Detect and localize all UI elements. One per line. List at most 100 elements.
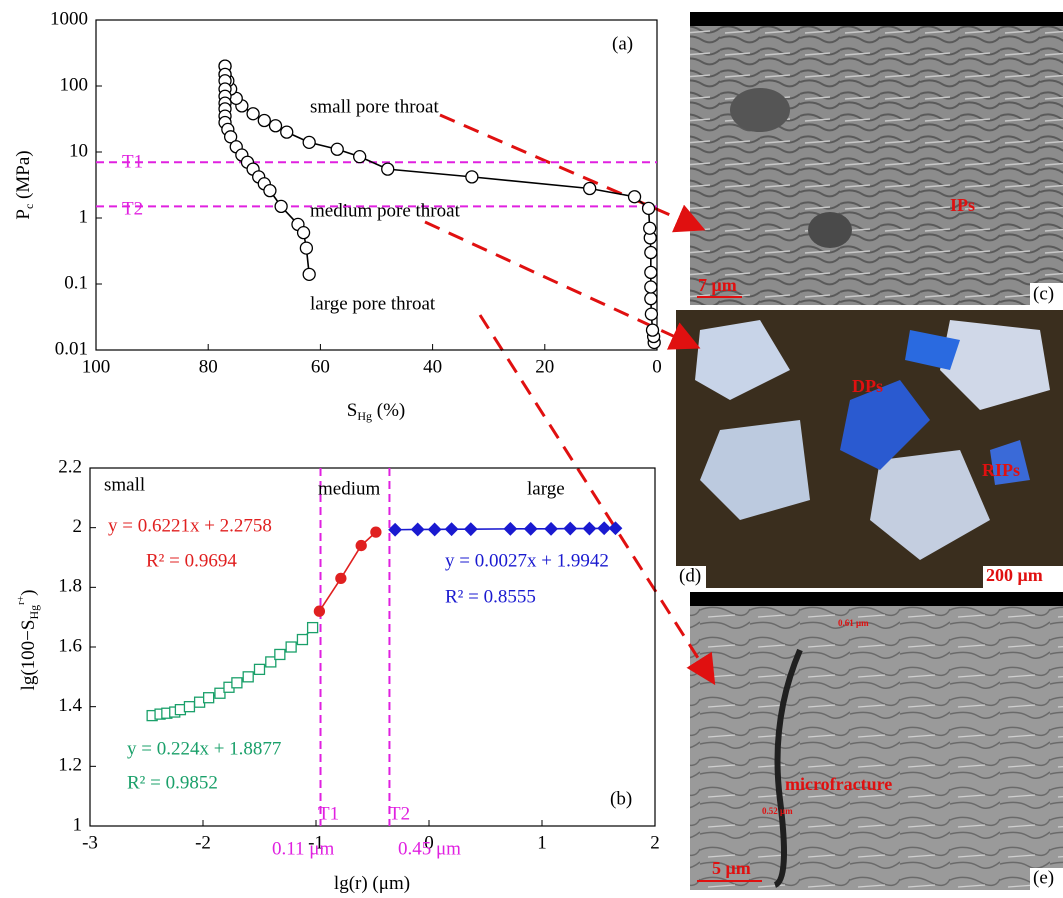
label-part: Hg xyxy=(27,605,41,620)
x-tick-label: -3 xyxy=(82,832,98,853)
point xyxy=(286,642,296,652)
x-tick-label: 1 xyxy=(537,832,547,853)
point xyxy=(647,324,659,336)
annotation: R² = 0.9694 xyxy=(146,550,237,571)
point xyxy=(644,222,656,234)
threshold-value: 0.45 μm xyxy=(398,838,461,859)
threshold-label: T1 xyxy=(318,803,339,824)
point xyxy=(525,523,537,535)
point xyxy=(645,247,657,259)
annotation: large pore throat xyxy=(310,293,436,314)
point xyxy=(331,143,343,155)
point xyxy=(303,136,315,148)
point xyxy=(389,524,401,536)
point xyxy=(243,672,253,682)
label-part: Hg xyxy=(357,409,372,423)
label-part: P xyxy=(13,209,34,220)
point xyxy=(429,523,441,535)
label-part: lg(100−S xyxy=(18,620,39,691)
axis-label: Pc (MPa) xyxy=(13,150,35,219)
point xyxy=(281,126,293,138)
point xyxy=(645,266,657,278)
annotation: y = 0.6221x + 2.2758 xyxy=(108,515,272,536)
point xyxy=(465,523,477,535)
y-tick-label: 1.8 xyxy=(58,576,82,597)
annotation: y = 0.0027x + 1.9942 xyxy=(445,550,609,571)
y-tick-label: 1.4 xyxy=(58,695,82,716)
label-part: (MPa) xyxy=(13,150,34,203)
annotation: y = 0.224x + 1.8877 xyxy=(127,738,281,759)
point xyxy=(466,171,478,183)
y-tick-label: 0.1 xyxy=(64,272,88,293)
feature-label: microfracture xyxy=(785,774,892,794)
x-tick-label: -2 xyxy=(195,832,211,853)
point xyxy=(275,649,285,659)
annotation: large xyxy=(527,478,565,499)
threshold-value: 0.11 μm xyxy=(272,838,334,859)
scale-label: 200 μm xyxy=(986,565,1043,585)
point xyxy=(300,242,312,254)
pore xyxy=(730,88,790,132)
axis-label: SHg (%) xyxy=(347,400,405,422)
annotation: R² = 0.8555 xyxy=(445,586,536,607)
feature-label: 0.61 μm xyxy=(838,618,869,628)
point xyxy=(255,664,265,674)
point xyxy=(336,573,346,583)
point xyxy=(584,182,596,194)
y-tick-label: 1 xyxy=(73,814,83,835)
panel-letter: (d) xyxy=(679,565,701,586)
point xyxy=(314,606,324,616)
point xyxy=(598,522,610,534)
label-part: ) xyxy=(18,590,39,596)
annotation: small xyxy=(104,474,145,495)
point xyxy=(629,191,641,203)
x-tick-label: 100 xyxy=(82,356,111,377)
label-part: lg(r) (μm) xyxy=(334,873,410,894)
point xyxy=(270,120,282,132)
point xyxy=(645,293,657,305)
point xyxy=(412,523,424,535)
y-tick-label: 1 xyxy=(79,206,89,227)
feature-label: IPs xyxy=(950,195,975,215)
annotation: R² = 0.9852 xyxy=(127,772,218,793)
point xyxy=(275,200,287,212)
x-tick-label: 20 xyxy=(535,356,554,377)
label-part: S xyxy=(347,400,358,421)
point xyxy=(247,108,259,120)
point xyxy=(504,523,516,535)
scale-label: 7 μm xyxy=(698,275,737,295)
point xyxy=(356,541,366,551)
sem-image xyxy=(690,592,1063,890)
scale-strip xyxy=(690,592,1063,606)
series-line xyxy=(319,532,376,611)
point xyxy=(232,678,242,688)
annotation: medium pore throat xyxy=(310,200,461,221)
panel-e: microfracture 0.61 μm 0.52 μm 5 μm (e) xyxy=(690,592,1063,890)
panel-letter: (c) xyxy=(1033,283,1054,304)
scale-strip xyxy=(690,12,1063,26)
threshold-label: T2 xyxy=(122,198,143,219)
y-tick-label: 10 xyxy=(69,140,88,161)
axis-label: lg(100−SHgr+) xyxy=(16,590,40,691)
axis-label: lg(r) (μm) xyxy=(334,873,410,894)
feature-label: DPs xyxy=(852,376,883,396)
pore xyxy=(808,212,852,248)
panel-letter: (e) xyxy=(1033,867,1054,888)
point xyxy=(382,163,394,175)
x-tick-label: 60 xyxy=(311,356,330,377)
point xyxy=(298,227,310,239)
x-tick-label: 0 xyxy=(652,356,662,377)
y-tick-label: 100 xyxy=(60,74,89,95)
feature-label: 0.52 μm xyxy=(762,806,793,816)
point xyxy=(258,115,270,127)
series-line xyxy=(152,628,312,716)
point xyxy=(308,623,318,633)
point xyxy=(303,268,315,280)
point xyxy=(297,635,307,645)
label-part: r+ xyxy=(16,596,27,605)
point xyxy=(446,523,458,535)
y-tick-label: 2.2 xyxy=(58,456,82,477)
point xyxy=(583,523,595,535)
x-tick-label: 80 xyxy=(199,356,218,377)
point xyxy=(371,527,381,537)
